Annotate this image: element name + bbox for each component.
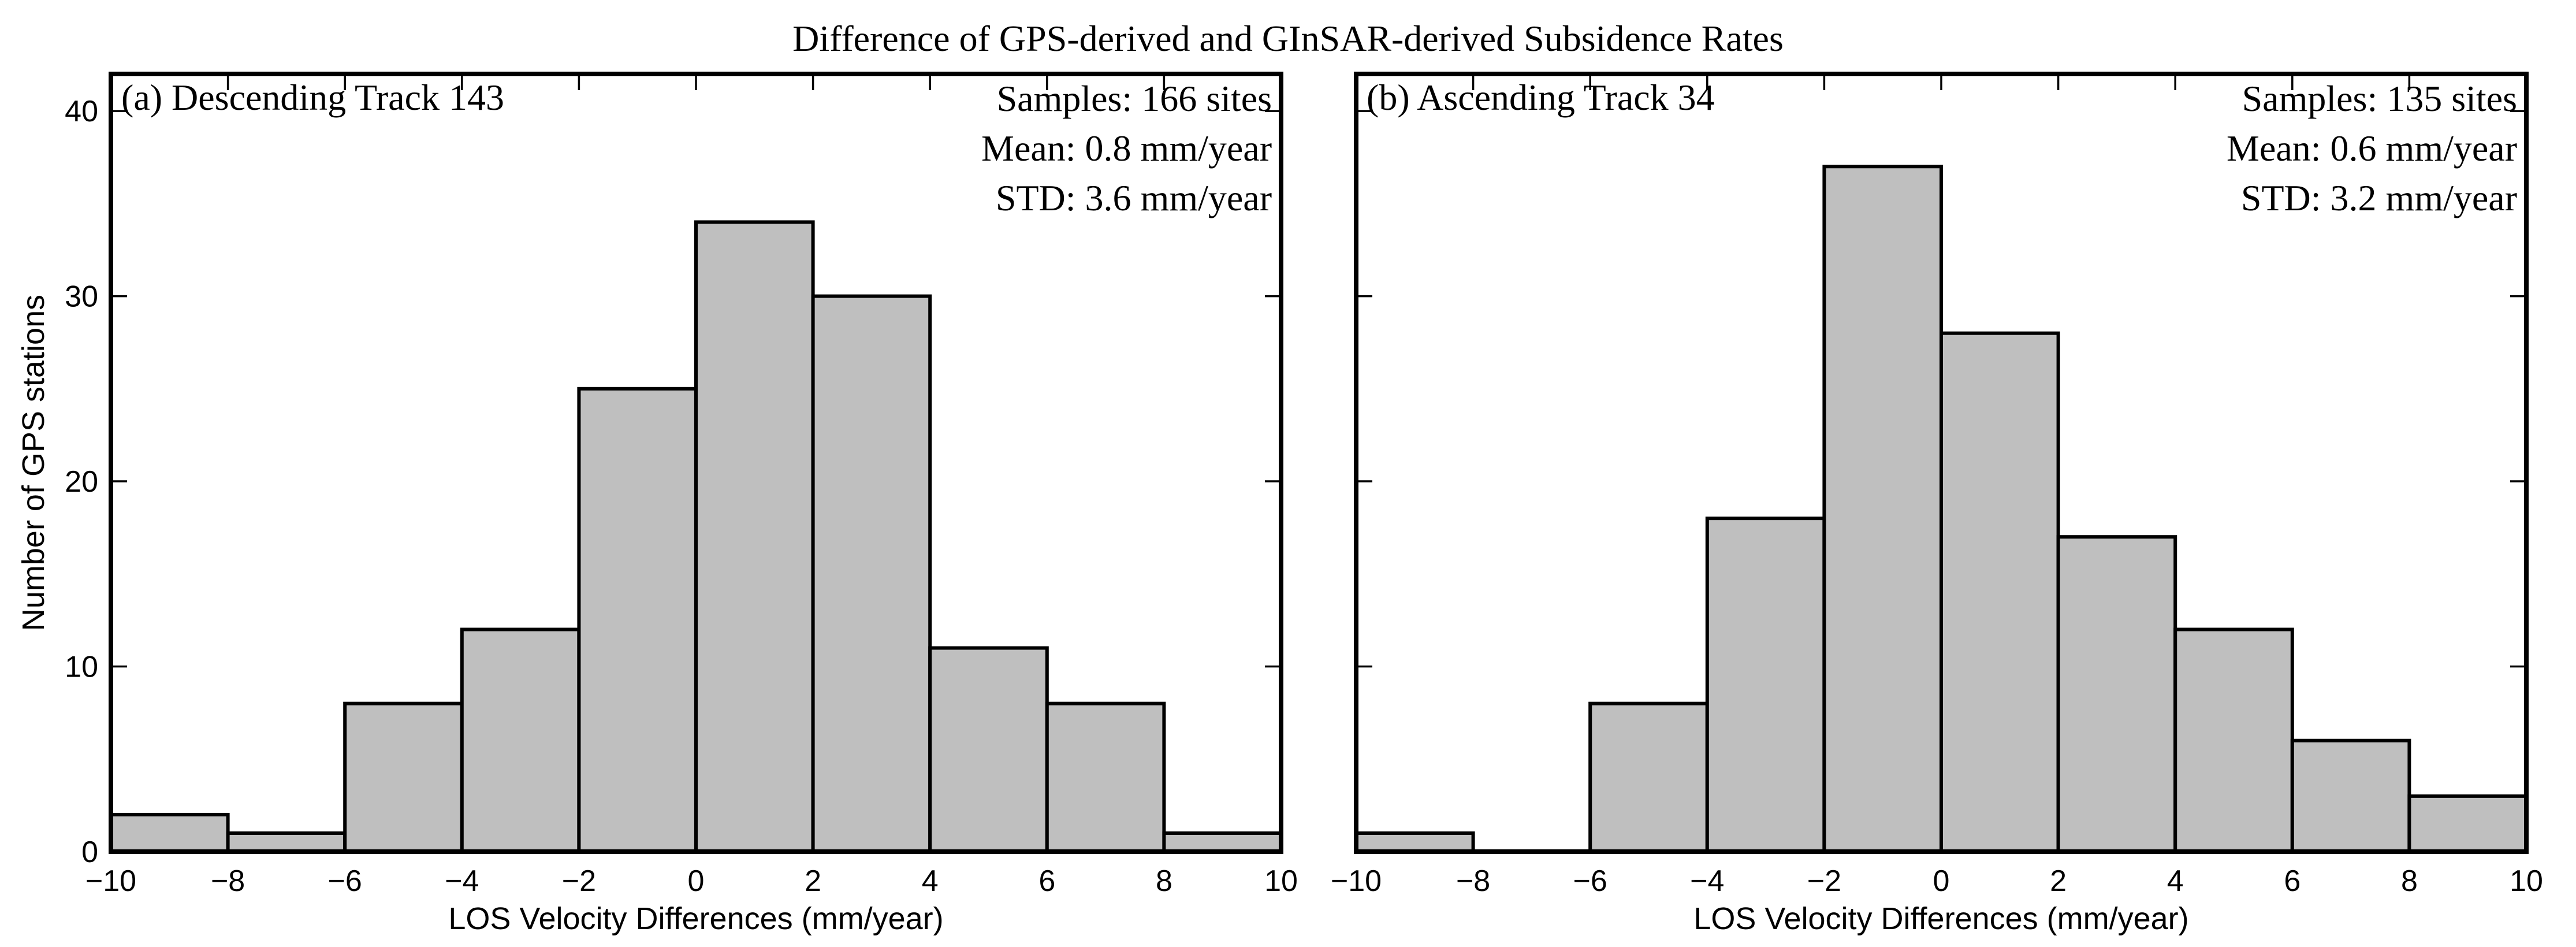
histogram-panel-descending: −10 −8 −6 −4 −2 0 2 4 6 8 10 0 10 20 30 40 (a) Descendi… (16, 72, 1298, 936)
x-tick-label: −2 (562, 864, 596, 898)
histogram-bar (109, 812, 230, 854)
stat-samples: Samples: 166 sites (997, 78, 1272, 119)
histogram-bar (226, 831, 347, 854)
x-tick-label: 8 (1156, 864, 1172, 898)
stat-samples: Samples: 135 sites (2242, 78, 2517, 119)
histogram-bars (1354, 165, 2528, 854)
x-tick-label: 10 (2510, 864, 2543, 898)
x-tick-label: −6 (328, 864, 362, 898)
y-tick-label: 40 (65, 95, 98, 128)
x-tick-label: −6 (1573, 864, 1607, 898)
x-tick-label: 4 (922, 864, 939, 898)
histogram-bar (1162, 831, 1283, 854)
axis-ticks: −10 −8 −6 −4 −2 0 2 4 6 8 10 0 10 20 30 40 (65, 74, 1298, 898)
histogram-bar (343, 701, 464, 853)
figure-title: Difference of GPS-derived and GInSAR-der… (792, 18, 1784, 59)
x-tick-label: 2 (2050, 864, 2067, 898)
x-tick-label: −4 (445, 864, 479, 898)
histogram-bar (1354, 831, 1475, 854)
y-tick-label: 30 (65, 280, 98, 314)
x-tick-label: 6 (2284, 864, 2300, 898)
histogram-bar (811, 294, 932, 853)
stat-std: STD: 3.6 mm/year (996, 177, 1272, 218)
histogram-bar (577, 387, 698, 853)
x-tick-label: −8 (1456, 864, 1490, 898)
plot-frame (1354, 72, 2529, 854)
stat-std: STD: 3.2 mm/year (2241, 177, 2517, 218)
x-tick-label: −2 (1807, 864, 1841, 898)
x-tick-label: −10 (85, 864, 136, 898)
histogram-bar (694, 220, 815, 853)
histogram-bars (109, 220, 1283, 854)
x-tick-label: 0 (688, 864, 705, 898)
histogram-bar (1822, 165, 1943, 854)
histogram-panel-ascending: −10 −8 −6 −4 −2 0 2 4 6 8 10 (b) Ascending Track 3… (1331, 72, 2543, 936)
x-tick-label: −10 (1331, 864, 1382, 898)
x-axis-label: LOS Velocity Differences (mm/year) (448, 901, 943, 936)
histogram-bar (2056, 535, 2177, 853)
histogram-bar (2173, 627, 2294, 854)
histogram-bar (1940, 331, 2060, 853)
histogram-bar (2290, 738, 2411, 853)
x-axis-label: LOS Velocity Differences (mm/year) (1693, 901, 2188, 936)
histogram-bar (1588, 701, 1709, 853)
y-axis-label: Number of GPS stations (16, 295, 51, 631)
x-tick-label: −4 (1690, 864, 1724, 898)
x-tick-label: 0 (1933, 864, 1950, 898)
histogram-bar (1045, 701, 1166, 853)
x-tick-label: 2 (805, 864, 821, 898)
histogram-bar (928, 646, 1049, 853)
stat-mean: Mean: 0.6 mm/year (2227, 128, 2517, 169)
panel-label: (a) Descending Track 143 (121, 77, 504, 118)
histogram-bar (2407, 794, 2528, 854)
panel-label: (b) Ascending Track 34 (1367, 77, 1715, 118)
x-tick-label: 6 (1038, 864, 1055, 898)
x-tick-label: 10 (1264, 864, 1298, 898)
histogram-bar (1705, 517, 1826, 853)
histogram-bar (460, 627, 581, 854)
plot-frame (109, 72, 1283, 854)
x-tick-label: −8 (211, 864, 245, 898)
y-tick-label: 10 (65, 651, 98, 684)
y-tick-label: 0 (81, 835, 98, 869)
x-tick-label: 8 (2401, 864, 2418, 898)
x-tick-label: 4 (2167, 864, 2184, 898)
y-tick-label: 20 (65, 465, 98, 499)
stat-mean: Mean: 0.8 mm/year (981, 128, 1272, 169)
